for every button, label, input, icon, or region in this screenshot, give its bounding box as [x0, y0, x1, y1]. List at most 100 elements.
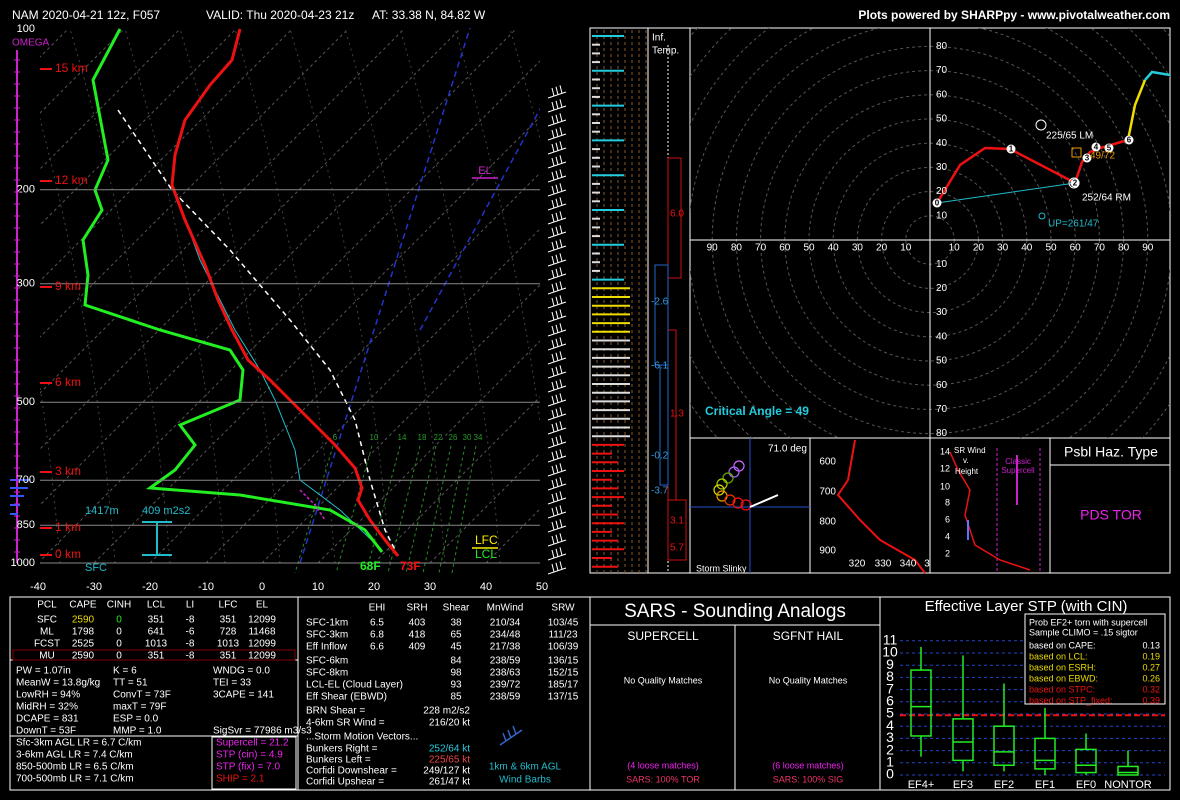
dry-adiabat — [399, 28, 501, 564]
mean-wind-marker — [1071, 147, 1082, 158]
kin-cell: 45 — [450, 642, 462, 653]
legend-value: 0.39 — [1142, 695, 1160, 705]
wind-barb — [555, 478, 559, 487]
wind-barb — [551, 199, 555, 209]
wind-barb — [555, 100, 559, 109]
kin-cell: 6.6 — [370, 642, 384, 653]
hodo-tick: 40 — [936, 138, 948, 149]
kin-label: SFC-8km — [306, 668, 348, 679]
stp-box — [1075, 748, 1097, 774]
wind-barb — [551, 409, 555, 419]
stp-tick: 10 — [882, 644, 898, 660]
wind-barb — [551, 535, 555, 545]
wind-barb — [551, 311, 555, 321]
legend-label: based on STPC: — [1029, 684, 1095, 694]
thermo-cell: 2525 — [72, 639, 95, 650]
pressure-label: 100 — [17, 23, 35, 35]
thermo-header: CAPE — [69, 600, 97, 611]
hodo-tick: 80 — [936, 428, 948, 439]
wind-barb — [559, 519, 563, 528]
motion-value: 261/47 kt — [429, 777, 470, 788]
hodo-marker-label: 2 — [1073, 179, 1078, 188]
wind-barb — [551, 157, 555, 167]
wind-barb — [559, 85, 563, 94]
wind-barb — [547, 483, 567, 491]
motion-value: 249/127 kt — [423, 766, 470, 777]
kin-label: BRN Shear = — [306, 706, 365, 717]
lfc-label: LFC — [475, 533, 498, 547]
wind-barb — [551, 437, 555, 447]
downdraft-trace — [299, 489, 326, 521]
critical-angle: Critical Angle = 49 — [705, 404, 809, 418]
inf-temp-blue: -0.2 — [651, 451, 669, 462]
wind-barb — [551, 213, 555, 223]
wind-barb — [551, 395, 555, 405]
pressure-label: 850 — [17, 519, 35, 531]
kin-label: SFC-1km — [306, 618, 348, 629]
index: ESP = 0.0 — [113, 714, 159, 725]
motion-label: Corfidi Upshear = — [306, 777, 384, 788]
theta-value: 330 — [875, 559, 892, 570]
dry-adiabat — [124, 28, 226, 564]
wind-barb — [551, 143, 555, 153]
wind-barb — [551, 297, 555, 307]
wind-barb — [547, 273, 567, 281]
temp-label: 20 — [368, 581, 380, 593]
kin-cell: 238/63 — [490, 668, 521, 679]
header-text: VALID: Thu 2020-04-23 21z — [206, 8, 354, 22]
wind-barb — [547, 567, 567, 575]
thermo-header: LCL — [147, 600, 166, 611]
hodo-tick: 60 — [936, 89, 948, 100]
wind-barb — [559, 505, 563, 514]
wind-barb — [559, 337, 563, 346]
wind-barb — [559, 281, 563, 290]
index: TEI = 33 — [213, 678, 252, 689]
hodo-trace-high — [1144, 70, 1171, 81]
wind-barb — [555, 450, 559, 459]
hodo-tick: 50 — [1045, 243, 1057, 254]
wind-barb — [555, 520, 559, 529]
stp-title: Effective Layer STP (with CIN) — [925, 598, 1128, 615]
composite: STP (cin) = 4.9 — [216, 750, 283, 761]
kin-cell: 6.8 — [370, 630, 384, 641]
wind-barb — [559, 141, 563, 150]
thermo-cell: SFC — [37, 615, 57, 626]
stp-category: EF0 — [1076, 779, 1096, 791]
thermo-cell: 12099 — [248, 615, 276, 626]
wind-barb — [559, 393, 563, 402]
hodo-tick: 40 — [936, 331, 948, 342]
mixing-ratio-label: 26 — [449, 433, 458, 442]
inf-temp-title: Inf. — [652, 33, 666, 44]
thermo-cell: 2590 — [72, 651, 95, 662]
stp-tick: 8 — [886, 668, 894, 684]
wind-barb — [551, 87, 555, 97]
wind-barb — [551, 493, 555, 503]
barb-label: 1km & 6km AGL — [489, 762, 562, 773]
kin-header: MnWind — [487, 603, 524, 614]
theta-trace — [836, 439, 926, 574]
kin-header: EHI — [369, 603, 386, 614]
hodo-tick: 60 — [936, 380, 948, 391]
legend-value: 0.26 — [1142, 673, 1160, 683]
hodo-tick: 60 — [779, 243, 791, 254]
index: PW = 1.07in — [16, 666, 71, 677]
slinky-title: Storm Slinky — [696, 563, 747, 573]
wind-barb — [547, 189, 567, 197]
stp-category: NONTOR — [1104, 779, 1152, 791]
sars-matches: No Quality Matches — [769, 675, 848, 685]
temp-label: 30 — [424, 581, 436, 593]
index: SigSvr = 77986 m3/s3 — [213, 726, 312, 737]
wind-barb — [559, 169, 563, 178]
wind-barb — [555, 394, 559, 403]
wind-barb — [559, 309, 563, 318]
height-label: 3 km — [55, 464, 81, 478]
thermo-cell: 2590 — [72, 615, 95, 626]
pressure-label: 500 — [17, 396, 35, 408]
mixing-ratio-label: 18 — [418, 433, 427, 442]
temperature-trace — [170, 28, 400, 557]
temp-label: 50 — [536, 581, 548, 593]
stp-tick: 1 — [886, 754, 894, 770]
lapse-rate: 700-500mb LR = 7.1 C/km — [16, 774, 134, 785]
kin-label: LCL-EL (Cloud Layer) — [306, 680, 403, 691]
height-label: 12 km — [55, 173, 88, 187]
